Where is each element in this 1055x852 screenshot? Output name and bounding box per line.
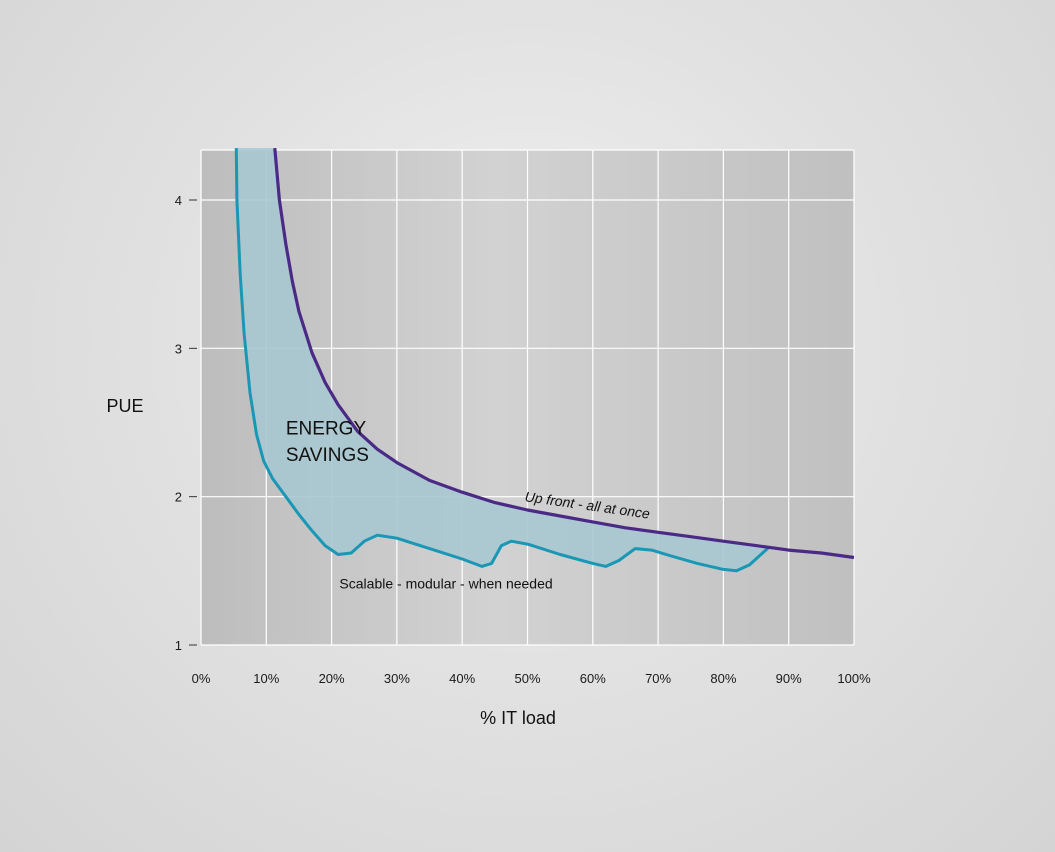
x-tick-labels: 0% 10% 20% 30% 40% 50% 60% 70% 80% 90% 100% [192, 671, 871, 686]
y-tick-label: 4 [175, 193, 182, 208]
x-tick-label: 0% [192, 671, 211, 686]
x-tick-label: 40% [449, 671, 475, 686]
x-tick-label: 10% [253, 671, 279, 686]
grid-lines [200, 149, 855, 646]
series-lines [234, 147, 855, 573]
series-line-scalable-modular [234, 148, 771, 573]
x-tick-label: 60% [580, 671, 606, 686]
x-tick-label: 80% [710, 671, 736, 686]
energy-savings-label: SAVINGS [286, 445, 369, 466]
energy-savings-area [236, 148, 770, 571]
x-tick-label: 100% [837, 671, 871, 686]
energy-savings-label: ENERGY [286, 418, 367, 439]
y-tick-label: 1 [175, 638, 182, 653]
y-axis-label: PUE [106, 396, 143, 416]
x-tick-label: 30% [384, 671, 410, 686]
series-line-up-front [273, 147, 855, 560]
x-tick-label: 50% [514, 671, 540, 686]
x-tick-label: 70% [645, 671, 671, 686]
series-label-scalable-modular: Scalable - modular - when needed [339, 576, 552, 592]
x-axis-label: % IT load [480, 708, 556, 728]
y-tick-labels: 1 2 3 4 [175, 193, 197, 653]
y-tick-label: 3 [175, 341, 182, 356]
x-tick-label: 20% [319, 671, 345, 686]
y-tick-label: 2 [175, 490, 182, 505]
x-tick-label: 90% [776, 671, 802, 686]
